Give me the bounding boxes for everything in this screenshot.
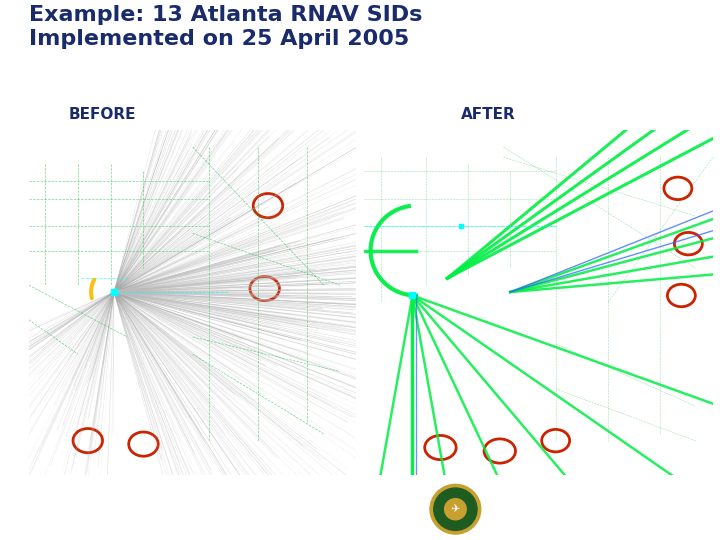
Text: Federal Aviation: Federal Aviation: [500, 493, 608, 506]
Circle shape: [433, 488, 477, 530]
Text: Example: 13 Atlanta RNAV SIDs
Implemented on 25 April 2005: Example: 13 Atlanta RNAV SIDs Implemente…: [29, 5, 422, 49]
Text: AFTER: AFTER: [461, 107, 516, 122]
Text: Administration: Administration: [500, 516, 599, 529]
Text: BEFORE: BEFORE: [68, 107, 136, 122]
Text: 17: 17: [648, 495, 669, 510]
Circle shape: [430, 484, 481, 534]
Text: ✈: ✈: [451, 504, 460, 514]
Text: 17: 17: [670, 513, 684, 523]
Circle shape: [444, 498, 467, 520]
